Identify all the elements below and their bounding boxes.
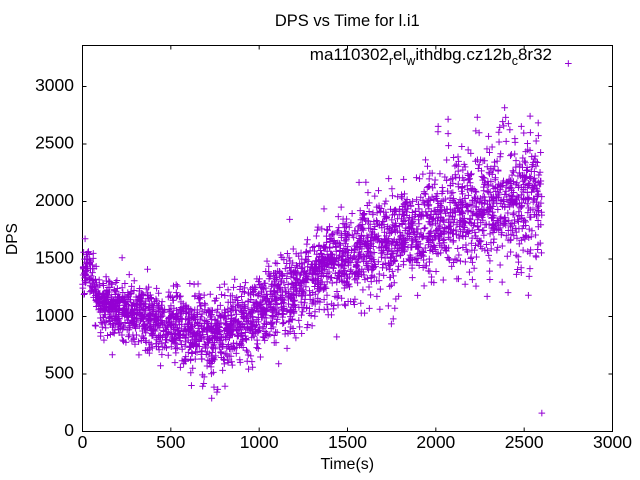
svg-text:2500: 2500 xyxy=(35,133,74,153)
svg-text:1000: 1000 xyxy=(240,432,279,452)
svg-text:2500: 2500 xyxy=(505,432,544,452)
svg-text:2000: 2000 xyxy=(416,432,455,452)
svg-text:1500: 1500 xyxy=(328,432,367,452)
svg-text:3000: 3000 xyxy=(593,432,632,452)
svg-text:500: 500 xyxy=(45,363,74,383)
svg-text:500: 500 xyxy=(156,432,185,452)
svg-text:1500: 1500 xyxy=(35,248,74,268)
svg-text:0: 0 xyxy=(64,420,74,440)
svg-text:3000: 3000 xyxy=(35,75,74,95)
svg-text:0: 0 xyxy=(78,432,88,452)
svg-text:1000: 1000 xyxy=(35,305,74,325)
svg-text:2000: 2000 xyxy=(35,190,74,210)
